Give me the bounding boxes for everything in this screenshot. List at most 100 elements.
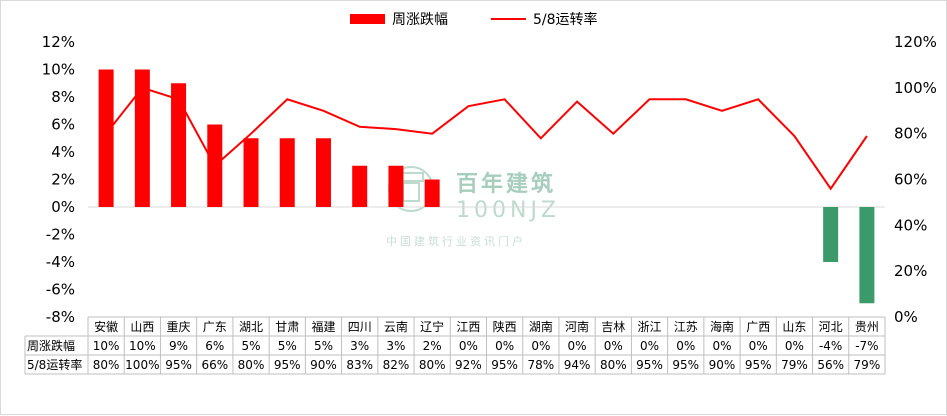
right-axis-tick-label: 80% (894, 125, 927, 143)
data-table: 周涨跌幅 5/8运转率 安徽 10% 80% 山西 10% 100% 重庆 9% 95% 广东 6% 66… (24, 316, 886, 375)
bar-重庆 (171, 83, 187, 207)
table-cell-operating-rate: 80% (600, 358, 627, 372)
table-cell-operating-rate: 83% (346, 358, 373, 372)
table-cell-weekly-change: 0% (495, 339, 514, 353)
table-cell-weekly-change: 5% (278, 339, 297, 353)
left-axis-tick-label: -8% (46, 308, 75, 326)
legend-line-label: 5/8运转率 (533, 11, 598, 28)
watermark-slogan: 中国建筑行业资讯门户 (386, 234, 526, 248)
right-axis-tick-label: 120% (894, 33, 937, 51)
line-series-operating-rate (105, 86, 868, 191)
category-label: 广东 (203, 320, 227, 334)
watermark-title: 百年建筑 (456, 171, 556, 197)
category-label: 广西 (746, 320, 770, 334)
table-cell-weekly-change: 0% (568, 339, 587, 353)
table-cell-operating-rate: 95% (491, 358, 518, 372)
table-cell-operating-rate: 80% (93, 358, 120, 372)
table-cell-operating-rate: 90% (310, 358, 337, 372)
category-label: 吉林 (601, 320, 625, 334)
table-cell-operating-rate: 78% (528, 358, 555, 372)
legend-bar-label: 周涨跌幅 (392, 12, 448, 28)
category-label: 重庆 (167, 320, 191, 334)
legend: 周涨跌幅 5/8运转率 (350, 11, 598, 28)
bar-甘肃 (279, 138, 295, 207)
table-cell-weekly-change: 6% (205, 339, 224, 353)
category-label: 福建 (311, 319, 335, 334)
table-cell-weekly-change: 2% (423, 339, 442, 353)
right-axis-tick-label: 0% (894, 308, 918, 326)
bar-湖北 (243, 138, 259, 207)
table-cell-weekly-change: -7% (855, 339, 878, 353)
category-label: 辽宁 (420, 319, 444, 334)
category-label: 海南 (710, 319, 734, 334)
right-axis-tick-label: 20% (894, 262, 927, 280)
table-cell-weekly-change: 9% (169, 339, 188, 353)
bar-四川 (352, 165, 368, 207)
category-label: 湖北 (239, 319, 263, 334)
left-axis-tick-label: 10% (42, 61, 75, 79)
table-cell-weekly-change: 0% (531, 339, 550, 353)
watermark-subtitle: 100NJZ (456, 198, 560, 223)
left-axis-tick-label: 0% (51, 198, 75, 216)
category-label: 河北 (819, 320, 843, 334)
bar-安徽 (98, 69, 114, 207)
table-cell-operating-rate: 94% (564, 358, 591, 372)
table-cell-operating-rate: 95% (636, 358, 663, 372)
table-cell-weekly-change: 10% (129, 339, 156, 353)
table-cell-weekly-change: 5% (241, 339, 260, 353)
left-axis-tick-label: -6% (46, 281, 75, 299)
category-label: 甘肃 (275, 320, 299, 334)
category-label: 安徽 (94, 319, 118, 334)
table-cell-operating-rate: 95% (274, 358, 301, 372)
left-axis-tick-label: 4% (51, 143, 75, 161)
table-cell-operating-rate: 80% (238, 358, 265, 372)
category-label: 四川 (348, 320, 372, 334)
table-cell-weekly-change: 0% (459, 339, 478, 353)
table-cell-weekly-change: 0% (785, 339, 804, 353)
table-cell-weekly-change: 0% (712, 339, 731, 353)
bar-河北 (823, 207, 839, 262)
left-axis-tick-label: 12% (42, 33, 75, 51)
plot-area: 12% 10% 8% 6% 4% 2% 0% -2% -4% -6% -8% 120% 100% 80% 6… (42, 33, 937, 326)
table-cell-operating-rate: 56% (817, 358, 844, 372)
left-axis-tick-label: 2% (51, 171, 75, 189)
table-cell-operating-rate: 95% (745, 358, 772, 372)
table-cell-operating-rate: 66% (201, 358, 228, 372)
table-cell-weekly-change: 10% (93, 339, 120, 353)
category-label: 山西 (130, 320, 154, 334)
bar-福建 (315, 138, 331, 207)
left-axis-tick-label: -2% (46, 226, 75, 244)
table-cell-weekly-change: 5% (314, 339, 333, 353)
category-label: 河南 (565, 319, 589, 334)
category-label: 云南 (384, 319, 408, 334)
watermark: 百年建筑 100NJZ 中国建筑行业资讯门户 (386, 166, 560, 248)
table-cell-operating-rate: 95% (672, 358, 699, 372)
left-axis-tick-label: 8% (51, 88, 75, 106)
right-axis-tick-label: 60% (894, 171, 927, 189)
bar-辽宁 (424, 179, 440, 207)
category-label: 陕西 (493, 319, 517, 334)
bar-山西 (134, 69, 150, 207)
table-cell-weekly-change: 0% (604, 339, 623, 353)
table-cell-weekly-change: 0% (676, 339, 695, 353)
table-cell-weekly-change: 3% (386, 339, 405, 353)
right-axis-tick-label: 100% (894, 79, 937, 97)
table-cell-weekly-change: 3% (350, 339, 369, 353)
category-label: 山东 (782, 320, 806, 334)
legend-bar-swatch (350, 14, 385, 24)
left-axis-tick-label: -4% (46, 253, 75, 271)
right-axis-tick-label: 40% (894, 216, 927, 234)
category-label: 浙江 (638, 320, 662, 334)
table-cell-operating-rate: 90% (709, 358, 736, 372)
table-cell-operating-rate: 80% (419, 358, 446, 372)
table-cell-operating-rate: 100% (125, 358, 159, 372)
table-cell-operating-rate: 82% (383, 358, 410, 372)
table-cell-operating-rate: 95% (165, 358, 192, 372)
table-row-header: 周涨跌幅 (27, 338, 75, 353)
table-cell-weekly-change: 0% (749, 339, 768, 353)
left-axis-tick-label: 6% (51, 116, 75, 134)
table-row-header: 5/8运转率 (27, 357, 82, 372)
bar-贵州 (859, 207, 875, 304)
